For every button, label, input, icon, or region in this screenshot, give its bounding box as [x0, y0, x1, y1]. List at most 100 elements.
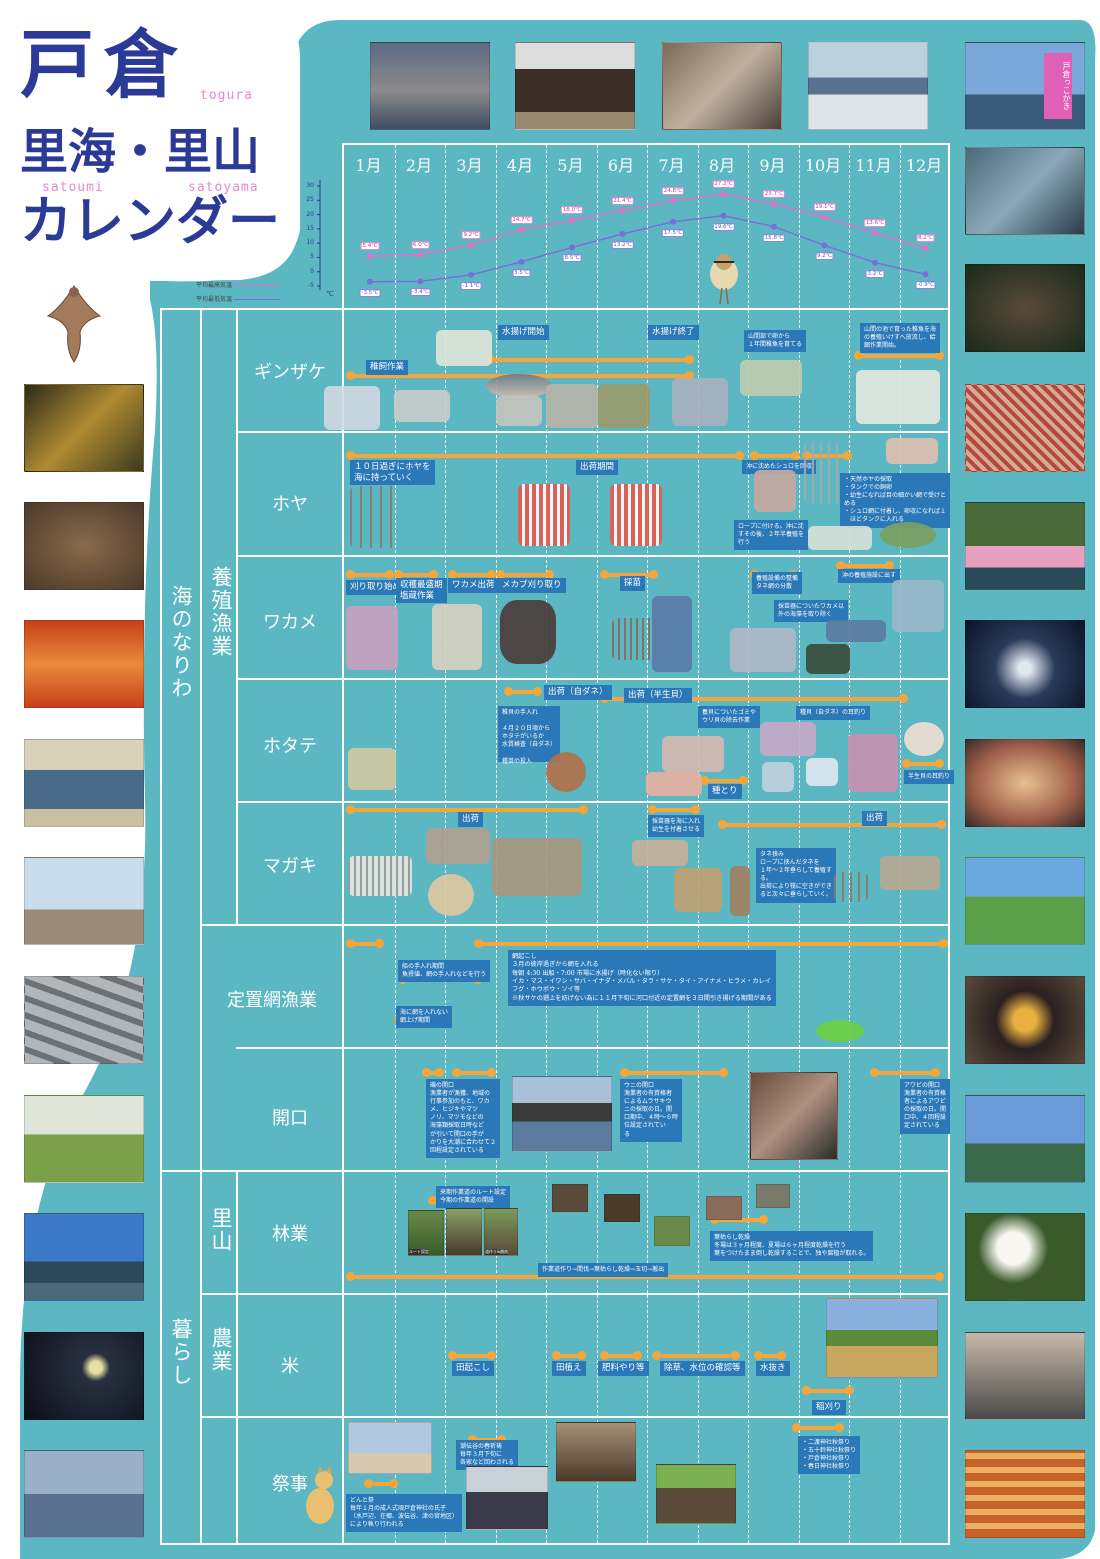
- note-ginzake-hatchery: 山間部で卵から １年間稚魚を育てる: [744, 330, 807, 353]
- photo-harbor-banner: 戸倉っこかき: [965, 42, 1085, 130]
- temp-low-point: [872, 259, 878, 266]
- bar-magaki-shipping-1: [346, 805, 588, 814]
- legend-high-label: 平均最高気温: [196, 282, 233, 289]
- row-label-ringyo: 林業: [272, 1224, 308, 1245]
- bar-wakame-offshore: [836, 561, 894, 570]
- temp-high-label: 24.8℃: [661, 186, 685, 195]
- temp-high-point: [872, 229, 878, 236]
- temp-axis-label: 5: [310, 253, 314, 261]
- temp-low-label: -3.5℃: [359, 288, 381, 297]
- photo-fishing-boats: [808, 42, 928, 130]
- photo-red-seaweed: [965, 384, 1085, 472]
- group-aquaculture: 養殖漁業: [209, 566, 233, 658]
- bar-wakame-seeding: [600, 570, 658, 579]
- illus-ginzake-market: [672, 378, 728, 426]
- row-label-ginzake: ギンザケ: [254, 362, 326, 383]
- bar-teichi-main: [474, 939, 948, 948]
- title-line1: 戸倉: [20, 22, 188, 108]
- illus-hoya-rack-1: [518, 484, 570, 546]
- illus-hotate-net: [762, 762, 794, 792]
- photo-kelp: [24, 384, 144, 472]
- note-matsuri-spring: 潮伝谷の春祈祷 毎年３月下旬に 各家など回わされる: [456, 1440, 519, 1471]
- temp-low-label: 13.2℃: [611, 241, 634, 249]
- title-line2: 里海・里山: [20, 124, 261, 180]
- bar-wakame-mekabu: [496, 570, 554, 579]
- temp-low-point: [670, 218, 676, 225]
- illus-seed-frame: [612, 618, 658, 660]
- note-hoya-rope: ロープに付ける。沖に沈 すその後、２年半養殖を 行う: [734, 520, 809, 551]
- temp-high-label: 27.2℃: [712, 180, 735, 188]
- tag-wakame-cutting: 刈り取り始め: [346, 580, 406, 595]
- temp-high-label: 5.4℃: [360, 242, 380, 251]
- note-teichi-no-net: 海に網を入れない 網上げ期間: [396, 1006, 453, 1029]
- temp-low-label: 8.5℃: [562, 254, 582, 263]
- temp-high-point: [771, 201, 777, 207]
- temp-low-point: [569, 244, 575, 251]
- photo-moon-night: [24, 1332, 144, 1420]
- illus-hoya-tanks: [808, 526, 872, 550]
- illus-hoya-rack-2: [610, 484, 662, 546]
- row-line-8: [200, 1293, 950, 1295]
- temp-low-point: [771, 223, 777, 230]
- row-label-wakame: ワカメ: [263, 612, 317, 633]
- bar-kaiko-iso-2: [452, 1068, 496, 1077]
- row-label-hoya: ホヤ: [272, 494, 308, 515]
- bar-kaiko-awabi: [870, 1068, 940, 1077]
- illus-wakame-boat: [826, 620, 886, 642]
- row-label-kome: 米: [281, 1356, 299, 1377]
- photo-lily-flowers: [965, 1213, 1085, 1301]
- illus-ginzake-net: [394, 390, 450, 422]
- bar-wakame-peak: [394, 570, 438, 579]
- tag-hotate-hanseigai: 出荷（半生貝）: [624, 688, 692, 703]
- temp-unit: ℃: [326, 290, 334, 298]
- photo-matsuri-procession: [656, 1464, 736, 1524]
- temp-axis-label: -5: [308, 282, 314, 289]
- photo-ringyo-trees: [604, 1194, 640, 1222]
- note-hotate-seed-ear: 種貝（自ダネ）の耳釣り: [796, 706, 871, 721]
- note-ginzake-release: 山間の池で育った稚魚を海 の養殖いけすへ放流し、給 餌作業開始。: [860, 323, 941, 354]
- legend-high: 平均最高気温: [196, 280, 280, 289]
- photo-ringyo-logs: [706, 1196, 742, 1220]
- month-6: 6月: [607, 156, 635, 175]
- temp-axis-label: 0: [310, 267, 314, 275]
- bar-matsuri-dondo: [364, 1479, 398, 1488]
- fox-illustration: [306, 1466, 334, 1524]
- bar-ginzake-fingerling: [854, 351, 944, 360]
- row-line-1: [236, 431, 950, 433]
- temp-high-label: 8.2℃: [916, 234, 935, 243]
- bar-hotate-ear: [902, 759, 944, 768]
- row-label-kaiko: 開口: [272, 1108, 308, 1129]
- illus-wakame-worker: [346, 606, 398, 670]
- tag-ginzake-harvest-start: 水揚げ開始: [498, 325, 549, 340]
- grid-col-divider-1: [200, 308, 202, 1545]
- hawk-illustration: [46, 285, 102, 363]
- month-divider-9: [798, 145, 800, 1543]
- tag-kome-planting: 田植え: [552, 1361, 586, 1376]
- temp-high-label: 13.6℃: [863, 218, 887, 227]
- tag-magaki-shipping-2: 出荷: [862, 811, 888, 826]
- shrike-illustration: [710, 254, 738, 304]
- photo-ringyo-road: 道作り&開削: [484, 1208, 518, 1256]
- note-ringyo-route: 来期作業道のルート設定 今期の作業道の開設: [436, 1186, 511, 1209]
- tag-hoya-to-sea: １０日過ぎにホヤを 海に持っていく: [350, 460, 435, 486]
- illus-magaki-basket: [426, 828, 490, 864]
- month-8: 8月: [708, 156, 736, 175]
- illus-hotate-worker: [348, 748, 396, 790]
- illus-magaki-rack: [834, 872, 868, 902]
- note-kaiko-uni: ウニの開口 漁業者の有資格者 によるムラサキウ ニの採取の日。開 口期中、４時〜…: [620, 1079, 683, 1142]
- month-divider-1: [394, 145, 396, 1543]
- month-divider-5: [596, 145, 598, 1543]
- tag-hotate-seed: 種とり: [708, 784, 742, 799]
- bar-kome-planting: [552, 1351, 586, 1360]
- note-hotate-care: 稚貝の手入れ ４月２０日頃から ホタテがいるか 水質検査（自ダネ） 種苗の投入: [498, 706, 561, 765]
- row-line-9: [200, 1416, 950, 1418]
- tag-kome-harvest: 稲刈り: [812, 1400, 846, 1415]
- photo-sea-glitter: [965, 620, 1085, 708]
- illus-hoya-shuro: [754, 470, 796, 512]
- illus-ginzake-boat: [324, 386, 380, 430]
- bar-hotate-jidane: [504, 687, 542, 696]
- photo-kaiko-rocks: [512, 1076, 612, 1152]
- photo-rice-drying: [826, 1298, 938, 1378]
- row-label-hotate: ホタテ: [263, 736, 317, 757]
- bar-magaki-shipping-2: [718, 820, 946, 829]
